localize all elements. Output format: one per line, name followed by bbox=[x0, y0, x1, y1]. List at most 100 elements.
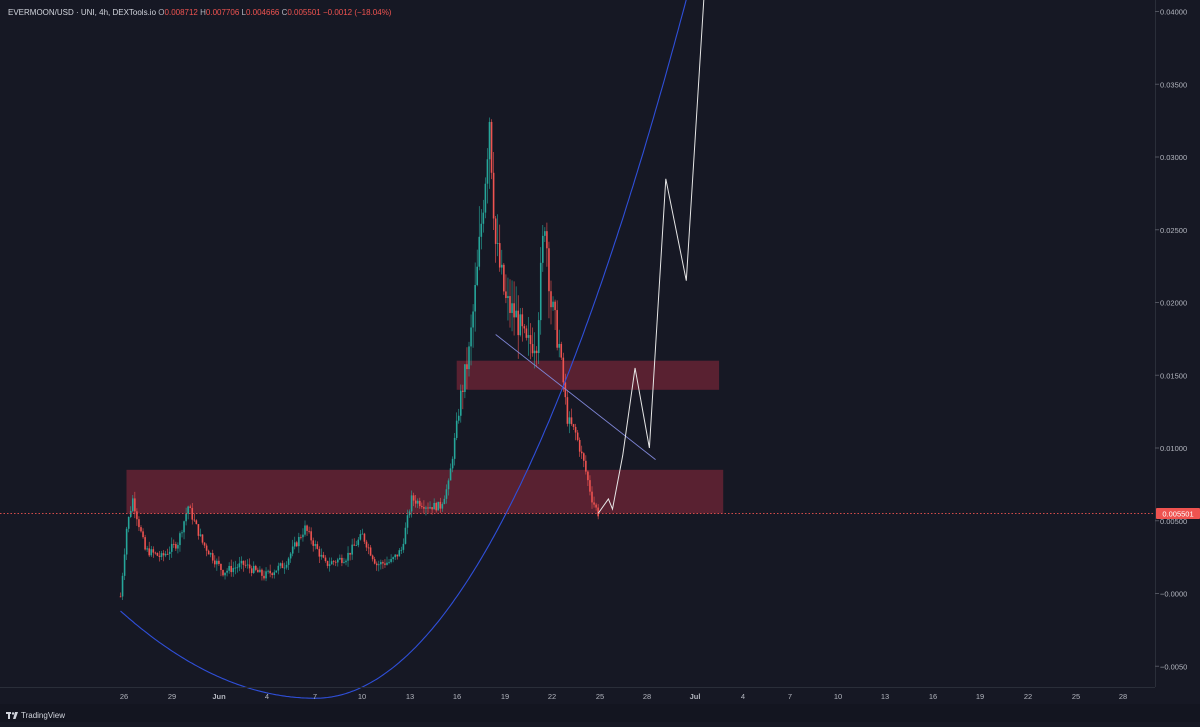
candle[interactable] bbox=[166, 553, 169, 555]
candle[interactable] bbox=[158, 555, 161, 557]
candle[interactable] bbox=[291, 546, 294, 554]
candle[interactable] bbox=[509, 296, 511, 313]
candle[interactable] bbox=[199, 534, 202, 536]
candle[interactable] bbox=[123, 554, 126, 576]
candle[interactable] bbox=[334, 561, 337, 563]
parabolic-curve[interactable] bbox=[120, 0, 783, 699]
candle[interactable] bbox=[513, 303, 515, 318]
candle[interactable] bbox=[175, 544, 177, 549]
candle[interactable] bbox=[464, 364, 466, 392]
candle[interactable] bbox=[574, 426, 577, 433]
candle[interactable] bbox=[427, 507, 429, 509]
candle[interactable] bbox=[591, 491, 593, 503]
candle[interactable] bbox=[564, 382, 567, 398]
candle[interactable] bbox=[164, 553, 167, 556]
candle[interactable] bbox=[421, 506, 423, 508]
candle[interactable] bbox=[443, 498, 446, 505]
candle[interactable] bbox=[425, 507, 427, 509]
candle[interactable] bbox=[529, 335, 532, 345]
candle[interactable] bbox=[566, 397, 569, 424]
candle[interactable] bbox=[127, 516, 130, 529]
candle[interactable] bbox=[187, 506, 189, 514]
candle[interactable] bbox=[501, 264, 503, 268]
candle[interactable] bbox=[218, 560, 220, 564]
candle[interactable] bbox=[246, 564, 249, 566]
candle[interactable] bbox=[140, 527, 142, 532]
candle[interactable] bbox=[484, 183, 487, 213]
candle[interactable] bbox=[134, 498, 136, 512]
candle[interactable] bbox=[548, 248, 550, 292]
candle[interactable] bbox=[503, 264, 505, 292]
candle[interactable] bbox=[144, 537, 146, 550]
candle[interactable] bbox=[207, 550, 210, 555]
candle[interactable] bbox=[263, 575, 265, 579]
candle[interactable] bbox=[236, 567, 239, 569]
candle[interactable] bbox=[232, 568, 235, 573]
candle[interactable] bbox=[390, 559, 392, 562]
candle[interactable] bbox=[339, 557, 341, 560]
candle[interactable] bbox=[314, 544, 317, 546]
candle[interactable] bbox=[369, 547, 372, 556]
candle[interactable] bbox=[472, 311, 474, 328]
candle[interactable] bbox=[302, 534, 304, 538]
candle[interactable] bbox=[542, 235, 544, 263]
candle[interactable] bbox=[505, 291, 507, 299]
drawings[interactable] bbox=[0, 0, 1155, 699]
candle[interactable] bbox=[177, 545, 179, 549]
candle[interactable] bbox=[230, 565, 232, 573]
candle[interactable] bbox=[240, 560, 243, 564]
candle[interactable] bbox=[160, 553, 163, 557]
candle[interactable] bbox=[257, 569, 259, 573]
candle[interactable] bbox=[533, 350, 536, 354]
candle[interactable] bbox=[593, 502, 595, 505]
candle[interactable] bbox=[234, 567, 237, 569]
candle[interactable] bbox=[203, 542, 206, 546]
candle[interactable] bbox=[197, 524, 200, 536]
candle[interactable] bbox=[558, 343, 560, 348]
candle[interactable] bbox=[380, 562, 382, 565]
candle[interactable] bbox=[371, 555, 374, 560]
candle[interactable] bbox=[119, 596, 122, 598]
candle[interactable] bbox=[490, 121, 493, 173]
candle[interactable] bbox=[132, 498, 134, 511]
candle[interactable] bbox=[181, 532, 183, 534]
candle[interactable] bbox=[226, 570, 228, 573]
candle[interactable] bbox=[595, 504, 597, 508]
candle[interactable] bbox=[330, 561, 333, 565]
symbol-title[interactable]: EVERMOON/USD · UNI, 4h, DEXTools.io bbox=[8, 8, 157, 17]
candle[interactable] bbox=[416, 500, 419, 504]
candle[interactable] bbox=[326, 561, 329, 566]
candle[interactable] bbox=[222, 569, 224, 576]
candle[interactable] bbox=[410, 495, 413, 512]
candle[interactable] bbox=[185, 513, 187, 522]
candle[interactable] bbox=[378, 564, 380, 566]
candle[interactable] bbox=[304, 525, 306, 535]
candle[interactable] bbox=[261, 569, 263, 576]
candle[interactable] bbox=[279, 563, 282, 566]
candle[interactable] bbox=[125, 528, 128, 555]
candle[interactable] bbox=[437, 501, 440, 511]
candle[interactable] bbox=[406, 515, 409, 528]
candle[interactable] bbox=[191, 507, 194, 520]
candle[interactable] bbox=[195, 520, 198, 525]
candle[interactable] bbox=[580, 451, 583, 454]
candle[interactable] bbox=[152, 549, 155, 553]
candle[interactable] bbox=[402, 543, 405, 550]
candle[interactable] bbox=[129, 510, 132, 517]
candle[interactable] bbox=[470, 327, 472, 347]
candle[interactable] bbox=[433, 502, 435, 510]
candle[interactable] bbox=[156, 553, 159, 556]
candle[interactable] bbox=[287, 558, 290, 565]
candle[interactable] bbox=[355, 545, 358, 546]
candle[interactable] bbox=[359, 534, 362, 540]
candle[interactable] bbox=[375, 563, 378, 566]
candle[interactable] bbox=[142, 531, 144, 538]
candle[interactable] bbox=[224, 572, 226, 576]
candle[interactable] bbox=[316, 544, 319, 549]
candle[interactable] bbox=[332, 561, 335, 563]
candle[interactable] bbox=[312, 540, 314, 546]
candle[interactable] bbox=[531, 344, 534, 354]
candle[interactable] bbox=[535, 350, 538, 354]
candle[interactable] bbox=[412, 495, 415, 501]
candle[interactable] bbox=[162, 553, 165, 556]
